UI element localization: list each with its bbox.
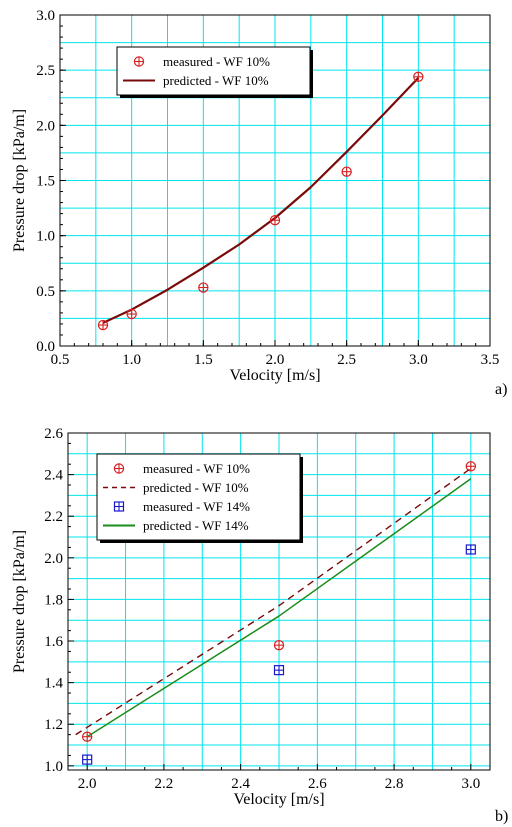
chart-b-series-1-line [75, 467, 472, 736]
chart-b-y-axis-title: Pressure drop [kPa/m] [11, 530, 28, 673]
chart-b-tick-label-y-2: 1.4 [44, 676, 63, 692]
chart-b-tick-label-y-0: 1.0 [44, 759, 63, 775]
chart-a-series-0-point-1-ring [126, 308, 137, 320]
chart-a-tick-label-x-3: 2.0 [266, 352, 285, 368]
chart-b-frame [67, 432, 491, 771]
chart-a-series-0-point-3-ring [269, 215, 281, 226]
chart-a-series-0-point-2 [198, 282, 209, 293]
chart-a-series-0-point-4-ring [341, 166, 352, 177]
chart-a-tick-label-y-3: 1.5 [36, 174, 55, 190]
chart-b-x-axis-title: Velocity [m/s] [233, 791, 324, 808]
chart-b-tick-label-y-1: 1.2 [44, 717, 63, 733]
chart-a-series-0-point-4 [341, 166, 352, 177]
chart-b-series-2-point-1 [273, 665, 285, 676]
chart-b-legend-label-3: predicted - WF 14% [143, 518, 249, 533]
chart-b-legend-swatch-0-ring [113, 463, 125, 474]
chart-a-tick-label-x-4: 2.5 [337, 352, 356, 368]
chart-b-series-2-point-0 [82, 754, 93, 765]
chart-a-tick-label-x-1: 1.0 [122, 352, 141, 368]
chart-a-tick-label-x-6: 3.5 [481, 352, 500, 368]
chart-a-series-0-point-2-ring [198, 282, 209, 293]
chart-b-series-3-line [86, 478, 472, 738]
chart-b-legend-label-0: measured - WF 10% [143, 461, 250, 476]
chart-b-tick-label-y-6: 2.2 [44, 509, 63, 525]
chart-a-y-axis-title: Pressure drop [kPa/m] [11, 109, 28, 252]
chart-b-tick-label-x-3: 2.6 [308, 776, 327, 792]
chart-a-legend-swatch-0-ring [133, 56, 145, 67]
chart-a-series-0-point-0 [97, 319, 109, 331]
chart-a-series-0-point-5 [413, 71, 424, 82]
chart-a-tick-label-y-1: 0.5 [36, 284, 55, 300]
chart-b-tick-label-x-2: 2.4 [231, 776, 250, 792]
chart-a-tick-label-y-5: 2.5 [36, 63, 55, 79]
chart-a: 0.5 1.0 1.5 2.0 2.5 3.0 3.50.00.51.01.52.02.53… [11, 8, 507, 398]
chart-a-legend-box [116, 46, 311, 96]
chart-b-tick-label-y-3: 1.6 [44, 634, 63, 650]
chart-a-tick-label-y-6: 3.0 [36, 8, 55, 24]
chart-b-panel-label: b) [495, 808, 508, 825]
chart-a-legend-swatch-0 [133, 56, 145, 67]
chart-a-tick-label-y-2: 1.0 [36, 229, 55, 245]
chart-b-series-0-point-2-ring [465, 461, 477, 472]
chart-a-legend-label-0: measured - WF 10% [163, 54, 270, 69]
chart-b-tick-label-y-4: 1.8 [44, 592, 63, 608]
chart-b-tick-label-y-8: 2.6 [44, 426, 63, 442]
chart-a-x-axis-title: Velocity [m/s] [229, 367, 320, 384]
chart-b-tick-label-y-5: 2.0 [44, 551, 63, 567]
chart-b-tick-label-y-7: 2.4 [44, 468, 63, 484]
chart-b-tick-label-x-4: 2.8 [385, 776, 404, 792]
chart-b-legend-swatch-2 [113, 501, 125, 512]
chart-a-tick-label-y-4: 2.0 [36, 118, 55, 134]
chart-b-series-0-point-0-ring [81, 731, 93, 742]
chart-a-series-1-line [102, 77, 420, 324]
chart-b-series-0-point-2 [465, 461, 477, 472]
chart-b-tick-label-x-5: 3.0 [461, 776, 480, 792]
chart-b-tick-label-x-0: 2.0 [78, 776, 97, 792]
chart-b-legend-swatch-0 [113, 463, 125, 474]
chart-b-series-2-point-2 [465, 544, 476, 555]
chart-a-series-0-point-1 [126, 308, 137, 320]
chart-b-legend-label-2: measured - WF 14% [143, 499, 250, 514]
chart-b-series-0-point-1 [273, 639, 285, 651]
chart-b-legend-label-1: predicted - WF 10% [143, 480, 249, 495]
chart-a-series-0-point-3 [269, 215, 281, 226]
chart-a-tick-label-x-0: 0.5 [51, 352, 70, 368]
chart-b-tick-label-x-1: 2.2 [155, 776, 174, 792]
chart-a-tick-label-y-0: 0.0 [36, 339, 55, 355]
chart-a-legend-label-1: predicted - WF 10% [163, 73, 269, 88]
chart-b-series-0-point-1-ring [273, 639, 285, 651]
chart-b: 2.0 2.2 2.4 2.6 2.8 3.0 1.0 1.2 1.4 1.6 1.8 2.0 2.2 2… [11, 426, 508, 825]
chart-a-tick-label-x-5: 3.0 [409, 352, 428, 368]
chart-b-series-0-point-0 [81, 731, 93, 742]
chart-a-series-0-point-0-ring [97, 319, 109, 331]
chart-a-series-0-point-5-ring [413, 71, 424, 82]
chart-a-panel-label: a) [495, 381, 507, 398]
chart-a-tick-label-x-2: 1.5 [194, 352, 213, 368]
